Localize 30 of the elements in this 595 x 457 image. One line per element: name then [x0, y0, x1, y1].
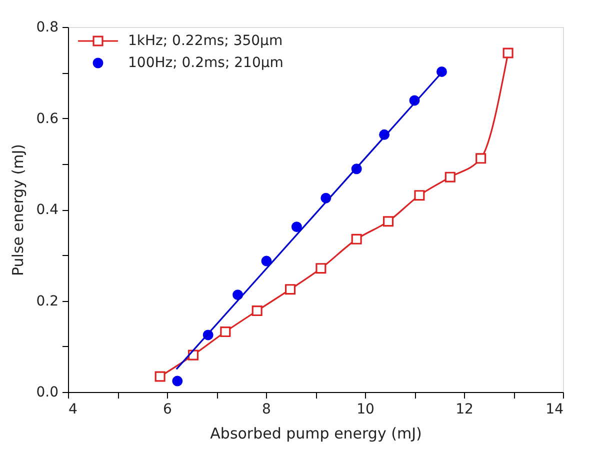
x-tick-label: 6 [163, 402, 172, 418]
point [261, 256, 272, 266]
y-tick-label: 0.2 [36, 293, 58, 310]
legend-label: 100Hz; 0.2ms; 210μm [128, 55, 284, 71]
y-tick-label: 0.8 [36, 20, 58, 36]
point [172, 376, 183, 386]
x-tick-label: 4 [68, 402, 78, 418]
x-tick-label: 10 [356, 402, 374, 418]
x-tick-label: 14 [546, 402, 564, 418]
y-tick-label: 0.4 [36, 202, 59, 218]
point [476, 153, 486, 164]
point [436, 66, 447, 77]
point [154, 371, 166, 382]
point [414, 190, 425, 201]
point [316, 263, 326, 274]
point [444, 172, 456, 182]
point [502, 48, 514, 58]
y-axis-title: Pulse energy (mJ) [9, 144, 28, 276]
y-tick-label: 0.0 [36, 384, 58, 400]
point [252, 306, 262, 316]
point [382, 216, 394, 227]
point [220, 326, 231, 338]
x-axis-title: Absorbed pump energy (mJ) [210, 424, 422, 442]
x-tick-label: 12 [456, 402, 474, 418]
point [284, 284, 296, 295]
x-tick-label: 8 [262, 402, 271, 418]
y-tick-label: 0.6 [36, 110, 59, 127]
point [291, 222, 302, 232]
legend-label: 1kHz; 0.22ms; 350μm [128, 33, 283, 49]
point [351, 234, 362, 244]
